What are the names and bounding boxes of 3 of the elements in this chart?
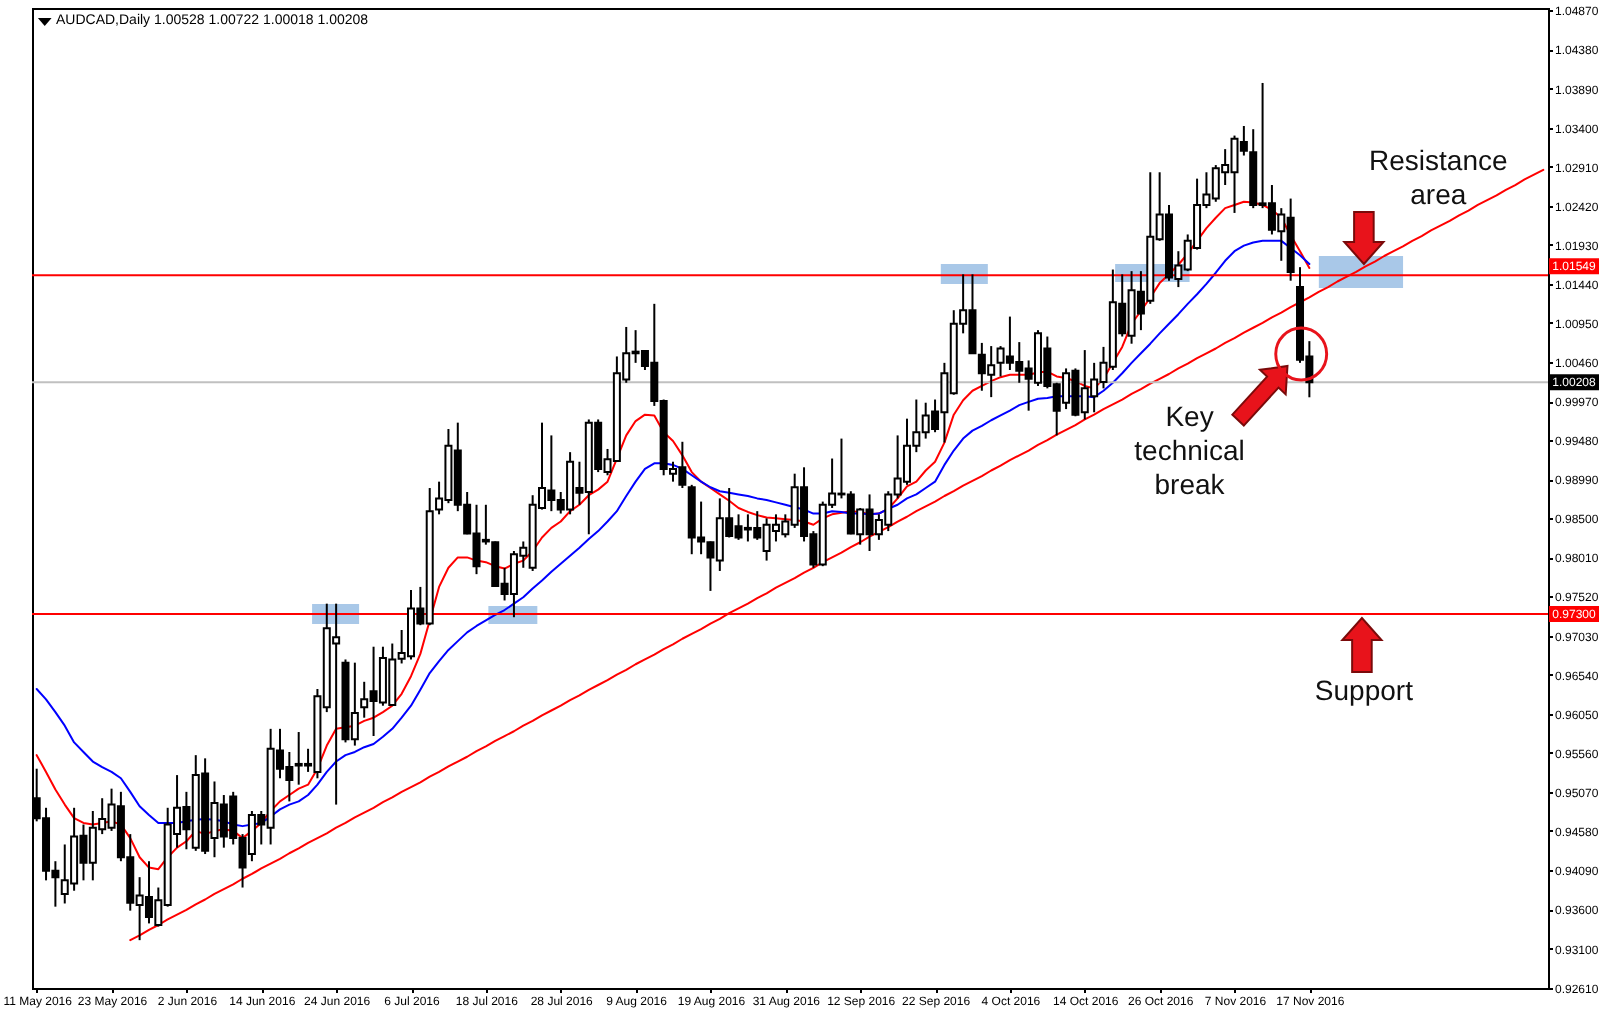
annotation: Support <box>1314 674 1414 706</box>
annotation: Key technical break <box>1134 400 1245 500</box>
annotation: Resistance area <box>1369 144 1508 210</box>
